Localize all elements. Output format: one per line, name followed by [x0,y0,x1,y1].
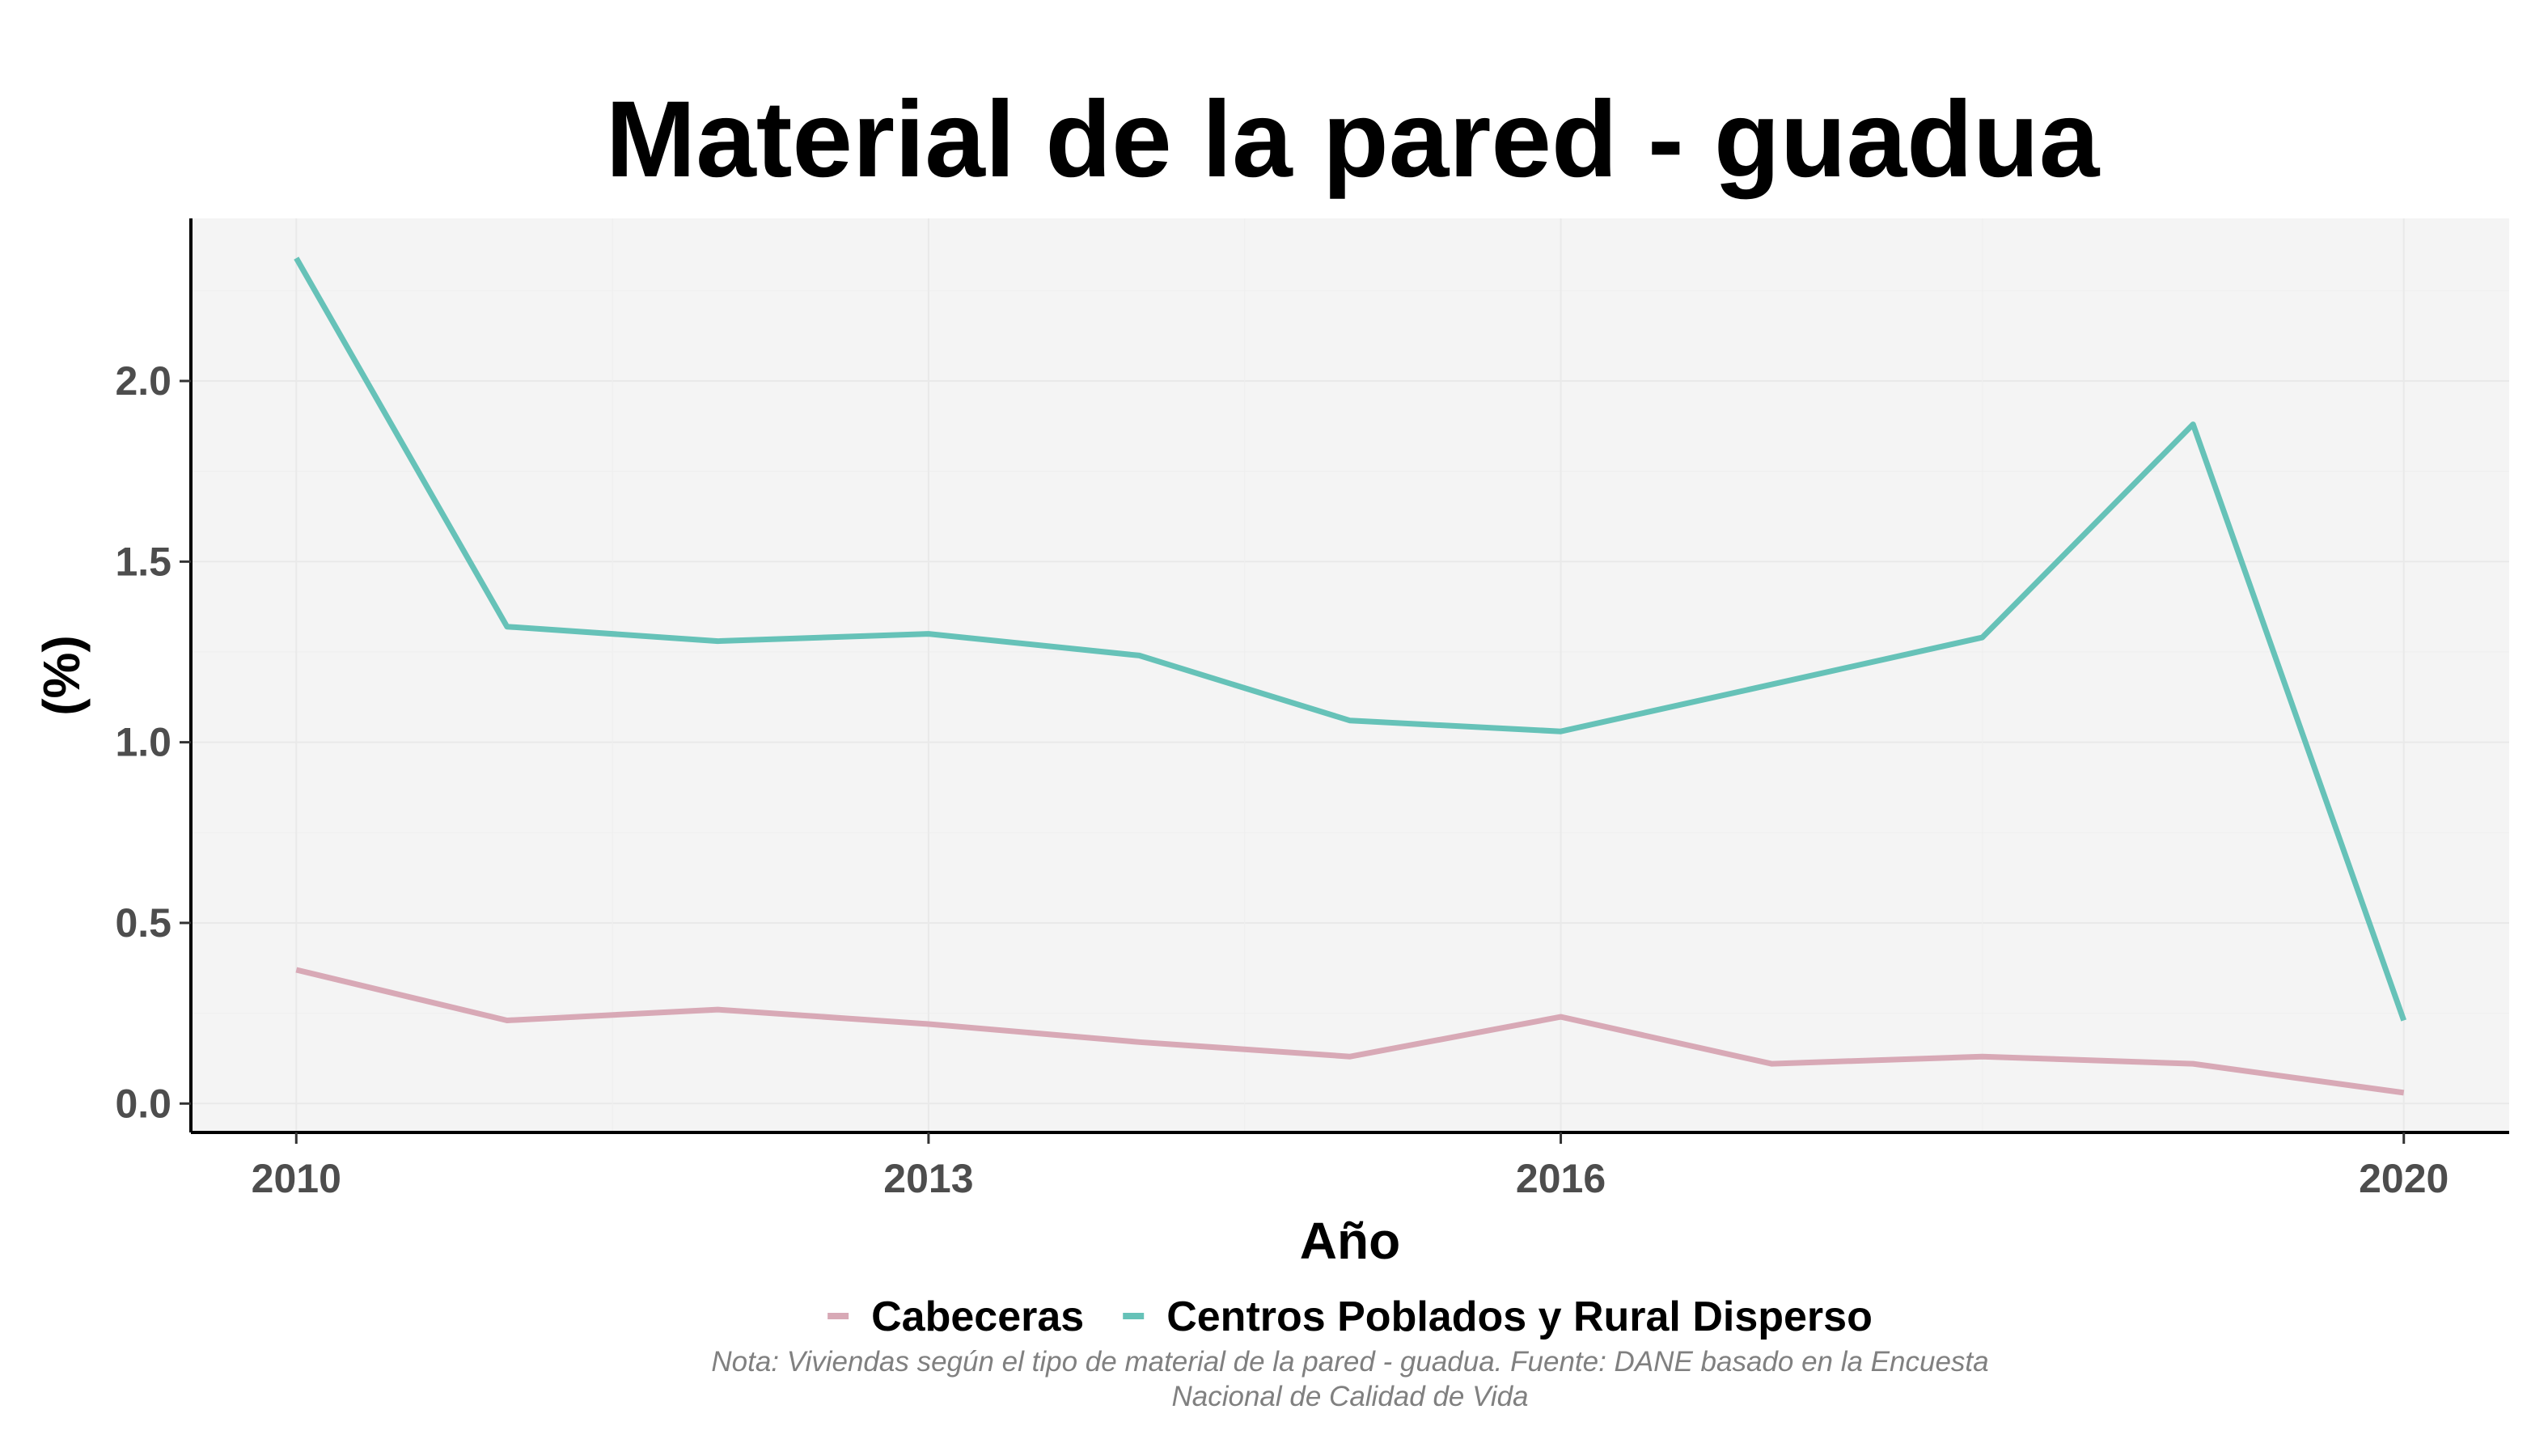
y-axis-ticks: 0.0 0.5 1.0 1.5 2.0 [115,358,191,1126]
y-tick-label: 0.0 [115,1081,171,1126]
x-tick-label: 2010 [252,1156,341,1201]
y-tick-label: 1.0 [115,720,171,765]
x-tick-label: 2013 [883,1156,973,1201]
x-tick-label: 2016 [1516,1156,1606,1201]
plot-panel [191,218,2509,1132]
chart-title: Material de la pared - guadua [606,79,2101,200]
y-axis-title: (%) [32,635,91,716]
legend: Cabeceras Centros Poblados y Rural Disper… [827,1293,1873,1340]
caption-line-2: Nacional de Calidad de Vida [1171,1381,1528,1412]
legend-label-cabeceras: Cabeceras [871,1293,1084,1340]
y-tick-label: 0.5 [115,900,171,946]
x-tick-label: 2020 [2359,1156,2449,1201]
grid-lines [191,218,2509,1132]
series-lines [294,256,2406,1096]
x-axis-title: Año [1300,1212,1400,1270]
caption-line-1: Nota: Viviendas según el tipo de materia… [711,1346,1988,1378]
y-tick-label: 2.0 [115,358,171,404]
series-line-cabeceras [295,967,2405,1096]
x-axis-ticks: 2010 2013 2016 2020 [252,1132,2449,1201]
legend-label-centros-poblados: Centros Poblados y Rural Disperso [1166,1293,1873,1340]
y-tick-label: 1.5 [115,539,171,584]
series-line-centros-poblados [294,256,2406,1022]
